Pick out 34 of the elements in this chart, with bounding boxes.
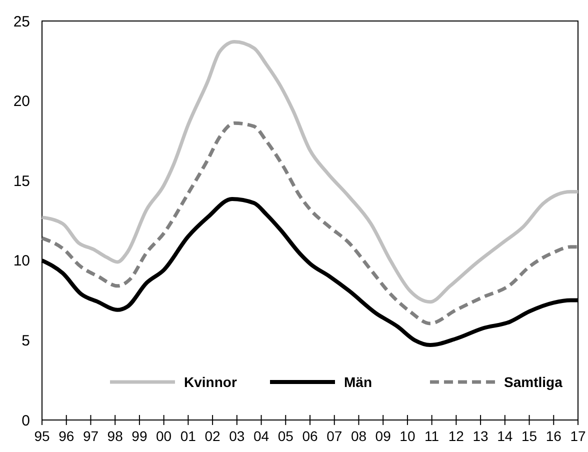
- line-series: [40, 40, 580, 304]
- x-tick-label: 04: [253, 428, 270, 444]
- y-tick-label: 25: [13, 13, 30, 30]
- x-tick-label: 00: [156, 428, 172, 444]
- x-tick-label: 01: [180, 428, 196, 444]
- x-tick-label: 99: [132, 428, 148, 444]
- y-tick-label: 0: [22, 412, 30, 430]
- x-tick-label: 95: [34, 428, 50, 444]
- legend-label: Kvinnor: [184, 374, 238, 390]
- x-tick-label: 03: [229, 428, 245, 444]
- x-tick-label: 97: [82, 428, 99, 444]
- x-tick-label: 09: [375, 428, 392, 444]
- legend-label: Män: [344, 374, 372, 390]
- x-tick-label: 98: [107, 428, 124, 444]
- x-tick-label: 11: [424, 428, 440, 444]
- y-tick-label: 15: [13, 172, 30, 190]
- x-tick-label: 16: [546, 428, 562, 444]
- y-tick-label: 20: [13, 93, 30, 110]
- x-tick-label: 08: [350, 428, 367, 444]
- x-tick-label: 13: [472, 428, 489, 444]
- x-tick-label: 06: [302, 428, 318, 444]
- line-series: [40, 121, 580, 326]
- x-tick-label: 07: [326, 428, 342, 444]
- legend-label: Samtliga: [504, 374, 563, 390]
- x-tick-label: 17: [570, 428, 586, 444]
- x-tick-label: 02: [204, 428, 221, 444]
- x-tick-label: 05: [278, 428, 294, 444]
- x-tick-label: 12: [448, 428, 464, 444]
- y-tick-label: 5: [22, 332, 30, 350]
- x-tick-label: 96: [58, 428, 74, 444]
- x-tick-label: 14: [497, 428, 513, 444]
- y-tick-label: 10: [13, 252, 30, 270]
- x-tick-label: 10: [400, 428, 416, 444]
- x-tick-label: 15: [521, 428, 538, 444]
